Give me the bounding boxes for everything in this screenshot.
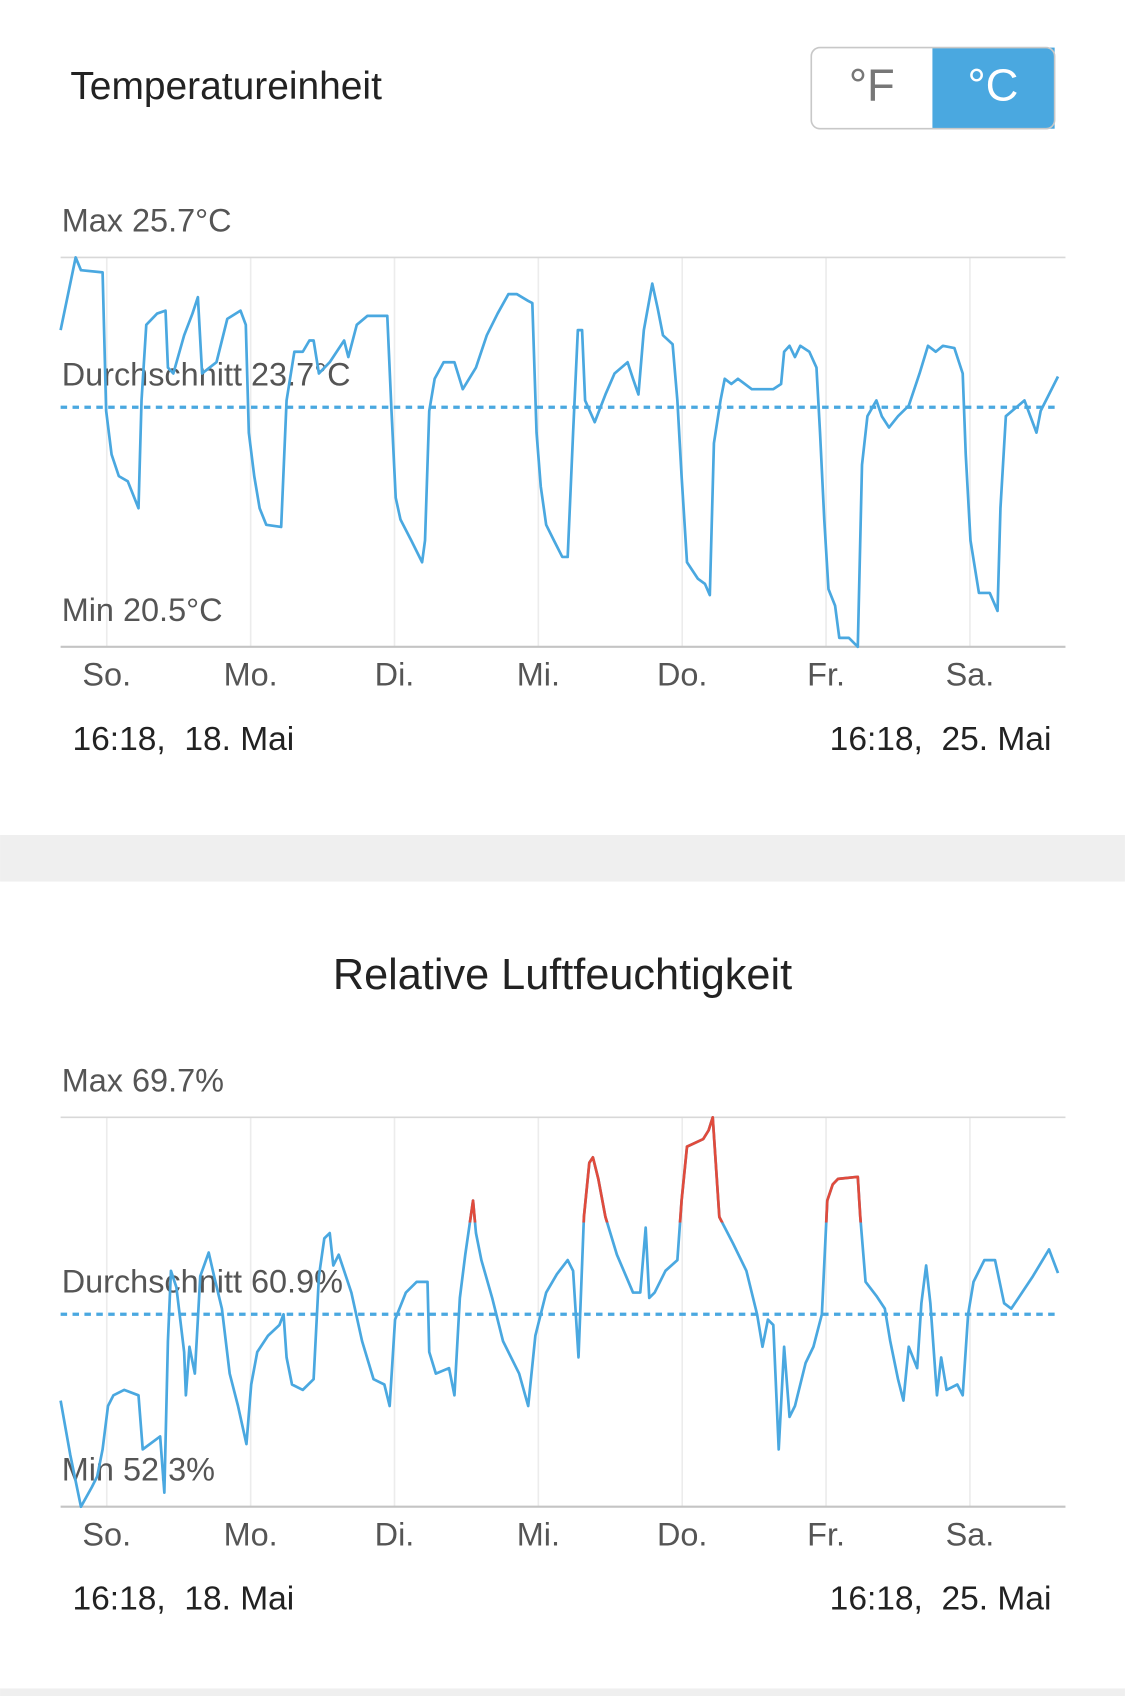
x-tick-label: Do. xyxy=(657,1517,707,1553)
unit-title: Temperatureinheit xyxy=(70,65,382,108)
end-date: 16:18, 25. Mai xyxy=(830,1581,1052,1618)
start-date: 16:18, 18. Mai xyxy=(73,1581,295,1618)
x-tick-label: Mi. xyxy=(517,1517,560,1553)
y-tick-label: Max 69.7% xyxy=(62,1062,224,1098)
bottom-divider xyxy=(0,1688,1125,1696)
data-line xyxy=(59,256,1060,649)
x-tick-label: Di. xyxy=(375,657,415,693)
x-tick-label: Do. xyxy=(657,657,707,693)
start-date: 16:18, 18. Mai xyxy=(73,721,295,758)
chart: So. Mo. Di. Mi. Do. Fr. Sa. Min 20.5°C Max 25.7°… xyxy=(59,202,1066,758)
unit-toggle: °F °C xyxy=(810,46,1056,130)
x-tick-label: Mi. xyxy=(517,657,560,693)
data-line xyxy=(59,1115,1060,1509)
x-tick-label: So. xyxy=(82,657,131,693)
x-tick-label: So. xyxy=(82,1517,131,1553)
x-tick-label: Fr. xyxy=(807,657,845,693)
chart-title: Relative Luftfeuchtigkeit xyxy=(333,951,792,999)
toggle-option[interactable] xyxy=(932,47,1055,129)
x-tick-label: Sa. xyxy=(946,1517,995,1553)
x-tick-label: Di. xyxy=(375,1517,415,1553)
average-label: Durchschnitt 23.7°C xyxy=(62,356,351,392)
y-tick-label: Min 20.5°C xyxy=(62,592,223,628)
toggle-option[interactable] xyxy=(811,47,933,129)
toggle-label[interactable]: °C xyxy=(968,60,1019,111)
x-tick-label: Sa. xyxy=(946,657,995,693)
toggle-border xyxy=(810,46,1056,130)
x-tick-label: Fr. xyxy=(807,1517,845,1553)
y-tick-label: Min 52.3% xyxy=(62,1452,215,1488)
chart: Relative Luftfeuchtigkeit So. Mo. Di. Mi. Do.… xyxy=(59,951,1066,1618)
toggle-label[interactable]: °F xyxy=(849,60,895,111)
x-tick-label: Mo. xyxy=(224,657,278,693)
section-divider xyxy=(0,835,1125,882)
y-tick-label: Max 25.7°C xyxy=(62,202,232,238)
end-date: 16:18, 25. Mai xyxy=(830,721,1052,758)
x-tick-label: Mo. xyxy=(224,1517,278,1553)
